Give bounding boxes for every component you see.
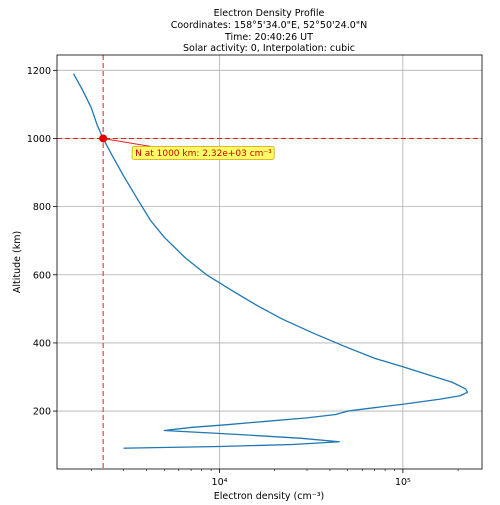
- title-line-1: Electron Density Profile: [214, 8, 325, 19]
- y-tick-label: 800: [33, 202, 51, 213]
- y-tick-label: 1000: [27, 134, 51, 145]
- series-group: [72, 73, 469, 449]
- title-line-3: Time: 20:40:26 UT: [224, 32, 313, 43]
- grid: [57, 55, 482, 469]
- x-tick-label: 10⁴: [212, 477, 228, 488]
- title-line-4: Solar activity: 0, Interpolation: cubic: [183, 43, 355, 54]
- y-axis-label: Altitude (km): [12, 231, 23, 293]
- density-profile-line: [72, 73, 469, 449]
- y-tick-label: 1200: [27, 66, 51, 77]
- annotation-box: [131, 146, 275, 160]
- x-tick-label: 10⁵: [395, 477, 411, 488]
- annotation-arrow: [103, 137, 152, 147]
- annotation-label: N at 1000 km: 2.32e+03 cm⁻³: [135, 149, 272, 159]
- x-axis-label: Electron density (cm⁻³): [214, 491, 325, 502]
- y-tick-label: 600: [33, 270, 51, 281]
- plot-frame: [56, 54, 483, 470]
- chart-title: Electron Density Profile Coordinates: 15…: [171, 8, 368, 54]
- title-line-2: Coordinates: 158°5'34.0"E, 52°50'24.0"N: [171, 20, 368, 31]
- y-tick-label: 400: [33, 338, 51, 349]
- y-tick-label: 200: [33, 407, 51, 418]
- reference-group: N at 1000 km: 2.32e+03 cm⁻³: [57, 55, 482, 469]
- ticks-group: 200 400 600 800 1000 1200 10⁴ 10⁵: [27, 66, 459, 488]
- reference-point: [99, 134, 108, 143]
